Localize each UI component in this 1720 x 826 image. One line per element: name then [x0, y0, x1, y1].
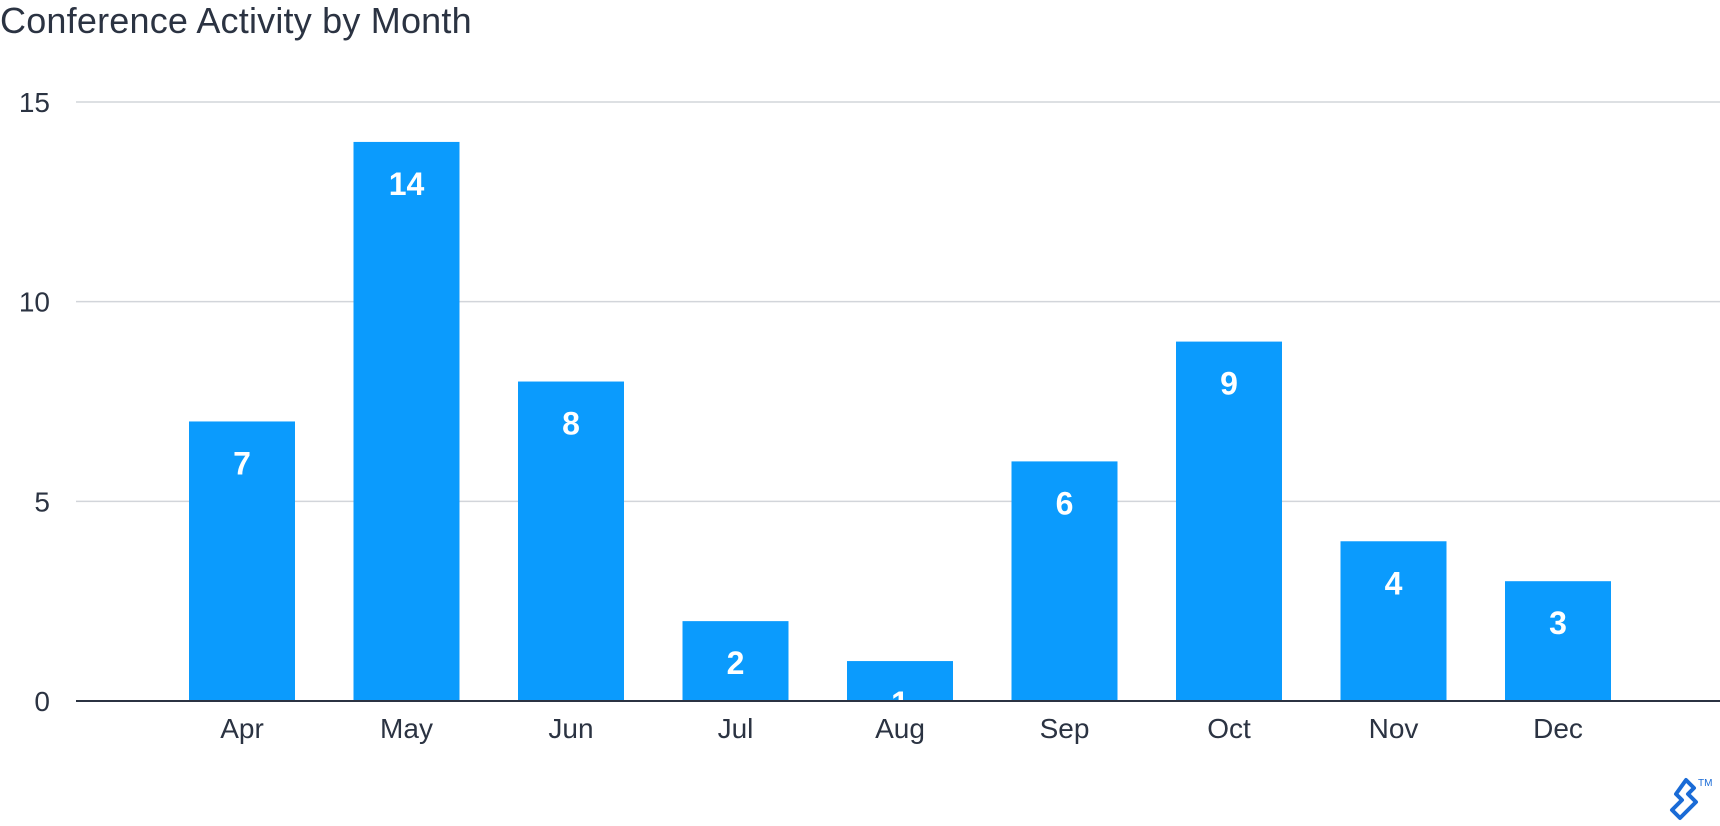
x-tick-label-nov: Nov [1369, 713, 1419, 744]
bar-sep [1011, 461, 1118, 701]
y-tick-label-5: 5 [34, 486, 50, 517]
y-axis-ticks: 0 5 10 15 [19, 87, 50, 717]
data-label-sep: 6 [1056, 485, 1074, 521]
bar-nov [1340, 541, 1447, 701]
x-tick-label-dec: Dec [1533, 713, 1583, 744]
data-label-may: 14 [389, 166, 425, 202]
data-label-apr: 7 [233, 445, 251, 481]
x-tick-label-jul: Jul [718, 713, 754, 744]
toptal-logo-icon: TM [1670, 778, 1712, 820]
bar-apr [189, 421, 295, 701]
x-tick-label-apr: Apr [220, 713, 264, 744]
x-tick-label-sep: Sep [1040, 713, 1090, 744]
data-label-oct: 9 [1220, 366, 1238, 402]
data-labels: 7 14 8 2 1 6 9 4 3 [233, 166, 1567, 721]
y-tick-label-0: 0 [34, 686, 50, 717]
bar-aug [847, 661, 953, 701]
bar-oct [1176, 341, 1282, 701]
bar-dec [1505, 581, 1611, 701]
data-label-aug: 1 [891, 685, 909, 721]
x-axis-ticks: Apr May Jun Jul Aug Sep Oct Nov Dec [220, 713, 1583, 744]
data-label-nov: 4 [1385, 565, 1403, 601]
chart-title: Conference Activity by Month [0, 0, 472, 41]
bar-jul [682, 621, 789, 701]
x-tick-label-aug: Aug [875, 713, 925, 744]
bar-may [353, 141, 460, 701]
bar-jun [518, 381, 624, 701]
y-tick-label-10: 10 [19, 287, 50, 318]
data-label-jul: 2 [727, 645, 745, 681]
x-tick-label-oct: Oct [1207, 713, 1251, 744]
y-tick-label-15: 15 [19, 87, 50, 118]
bar-series [189, 141, 1611, 701]
trademark-label: TM [1698, 778, 1712, 789]
grid-lines [76, 101, 1720, 503]
data-label-dec: 3 [1549, 605, 1567, 641]
x-tick-label-jun: Jun [548, 713, 593, 744]
data-label-jun: 8 [562, 406, 580, 442]
x-tick-label-may: May [380, 713, 433, 744]
